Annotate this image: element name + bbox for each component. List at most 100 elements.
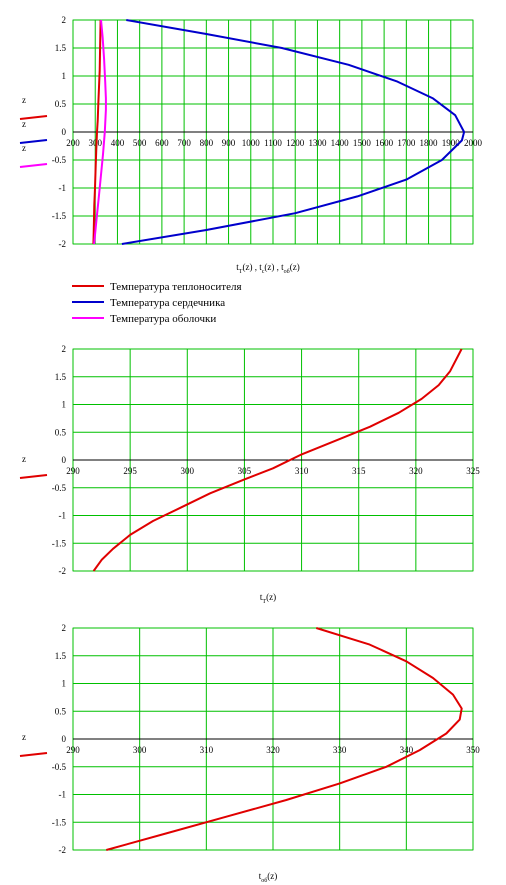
x-tick-label: 700 — [177, 138, 191, 148]
x-tick-label: 1700 — [397, 138, 416, 148]
side-z-stroke — [19, 139, 48, 144]
x-axis-label: tоб(z) — [259, 871, 278, 884]
x-tick-label: 1200 — [286, 138, 305, 148]
x-tick-label: 1300 — [308, 138, 327, 148]
y-tick-label: -1.5 — [52, 211, 67, 221]
y-tick-label: 1 — [62, 400, 67, 410]
x-tick-label: 300 — [181, 466, 195, 476]
x-tick-label: 1000 — [242, 138, 261, 148]
side-z-label: z — [22, 143, 26, 153]
x-tick-label: 330 — [333, 745, 347, 755]
x-tick-label: 1900 — [442, 138, 461, 148]
legend: Температура теплоносителя Температура сер… — [72, 281, 242, 325]
x-tick-label: 500 — [133, 138, 147, 148]
chart-3: 290 300 310 320 330 340 350 2 1.5 1 0.5 0 -0.5 -1 -1.5… — [19, 623, 480, 884]
x-tick-label: 200 — [66, 138, 80, 148]
x-tick-label: 295 — [123, 466, 137, 476]
x-tick-label: 400 — [111, 138, 125, 148]
legend-label: Температура оболочки — [110, 313, 216, 325]
y-tick-label: 2 — [62, 623, 67, 633]
x-tick-label: 290 — [66, 745, 80, 755]
x-tick-label: 300 — [88, 138, 102, 148]
y-tick-label: 1.5 — [55, 651, 67, 661]
x-tick-label: 310 — [200, 745, 214, 755]
y-tick-label: -0.5 — [52, 762, 67, 772]
y-tick-label: 2 — [62, 15, 67, 25]
x-tick-label: 1400 — [331, 138, 350, 148]
x-tick-label: 900 — [222, 138, 236, 148]
series-line-magenta — [93, 19, 107, 245]
x-axis-label-part: об — [284, 268, 290, 275]
side-z-stroke — [19, 474, 48, 479]
y-tick-label: 0 — [62, 127, 67, 137]
x-axis-label-part: (z) , t — [264, 262, 284, 272]
chart-1: 200 300 400 500 600 700 800 900 1000 1100 1200 1300… — [19, 15, 483, 325]
side-z-stroke — [19, 163, 48, 168]
side-z-label: z — [22, 454, 26, 464]
x-tick-label: 325 — [466, 466, 480, 476]
y-tick-label: -1.5 — [52, 538, 67, 548]
y-tick-label: 0.5 — [55, 427, 67, 437]
y-tick-label: -0.5 — [52, 155, 67, 165]
x-tick-label: 600 — [155, 138, 169, 148]
x-axis-label-part: (z) — [290, 262, 300, 272]
y-tick-label: -2 — [59, 566, 67, 576]
series-line-blue — [121, 19, 466, 245]
y-tick-label: -1 — [59, 183, 67, 193]
y-tick-label: -2 — [59, 239, 67, 249]
legend-label: Температура сердечника — [110, 297, 225, 309]
x-tick-label: 800 — [200, 138, 214, 148]
y-tick-label: 1 — [62, 71, 67, 81]
y-tick-label: -1 — [59, 790, 67, 800]
y-tick-label: 1.5 — [55, 43, 67, 53]
x-tick-label: 320 — [409, 466, 423, 476]
side-z-stroke — [19, 752, 48, 757]
y-tick-label: -1.5 — [52, 817, 67, 827]
y-tick-label: 2 — [62, 344, 67, 354]
y-tick-label: 1.5 — [55, 372, 67, 382]
x-tick-label: 315 — [352, 466, 366, 476]
x-tick-label: 2000 — [464, 138, 483, 148]
x-axis-label-part: t — [236, 262, 239, 272]
x-axis-label-part: t — [259, 871, 262, 881]
x-tick-label: 310 — [295, 466, 309, 476]
side-z-label: z — [22, 732, 26, 742]
side-z-label: z — [22, 119, 26, 129]
series-line-red — [106, 627, 463, 851]
y-tick-label: 0 — [62, 455, 67, 465]
x-axis-label-part: (z) — [267, 871, 277, 881]
x-axis-label-part: (z) , t — [242, 262, 262, 272]
side-z-stroke — [19, 115, 48, 120]
x-axis-label-part: c — [262, 269, 265, 275]
series-line-red — [92, 19, 102, 245]
y-tick-label: 0.5 — [55, 706, 67, 716]
x-tick-label: 1500 — [353, 138, 372, 148]
x-axis-label-part: (z) — [266, 592, 276, 602]
x-axis-label-part: T — [239, 269, 243, 275]
y-tick-label: 0 — [62, 734, 67, 744]
series-line-red — [92, 348, 463, 572]
x-tick-label: 290 — [66, 466, 80, 476]
side-z-label: z — [22, 95, 26, 105]
x-axis-label-part: T — [262, 599, 266, 605]
x-tick-label: 1100 — [264, 138, 282, 148]
y-tick-label: 1 — [62, 679, 67, 689]
x-tick-label: 340 — [400, 745, 414, 755]
y-tick-label: -1 — [59, 511, 67, 521]
x-tick-label: 1600 — [375, 138, 394, 148]
x-axis-label-part: об — [261, 877, 267, 884]
x-tick-label: 350 — [466, 745, 480, 755]
y-tick-label: -0.5 — [52, 483, 67, 493]
chart-2: 290 295 300 305 310 315 320 325 2 1.5 1 0.5 0 -0.5 -1 -… — [19, 344, 480, 605]
y-tick-label: 0.5 — [55, 99, 67, 109]
y-tick-label: -2 — [59, 845, 67, 855]
x-tick-label: 1800 — [420, 138, 439, 148]
legend-label: Температура теплоносителя — [110, 281, 242, 293]
x-tick-label: 320 — [266, 745, 280, 755]
x-axis-label-part: t — [260, 592, 263, 602]
x-axis-label: tT(z) , tc(z) , tоб(z) — [236, 262, 299, 275]
x-tick-label: 300 — [133, 745, 147, 755]
x-axis-label: tT(z) — [260, 592, 276, 605]
x-tick-label: 305 — [238, 466, 252, 476]
